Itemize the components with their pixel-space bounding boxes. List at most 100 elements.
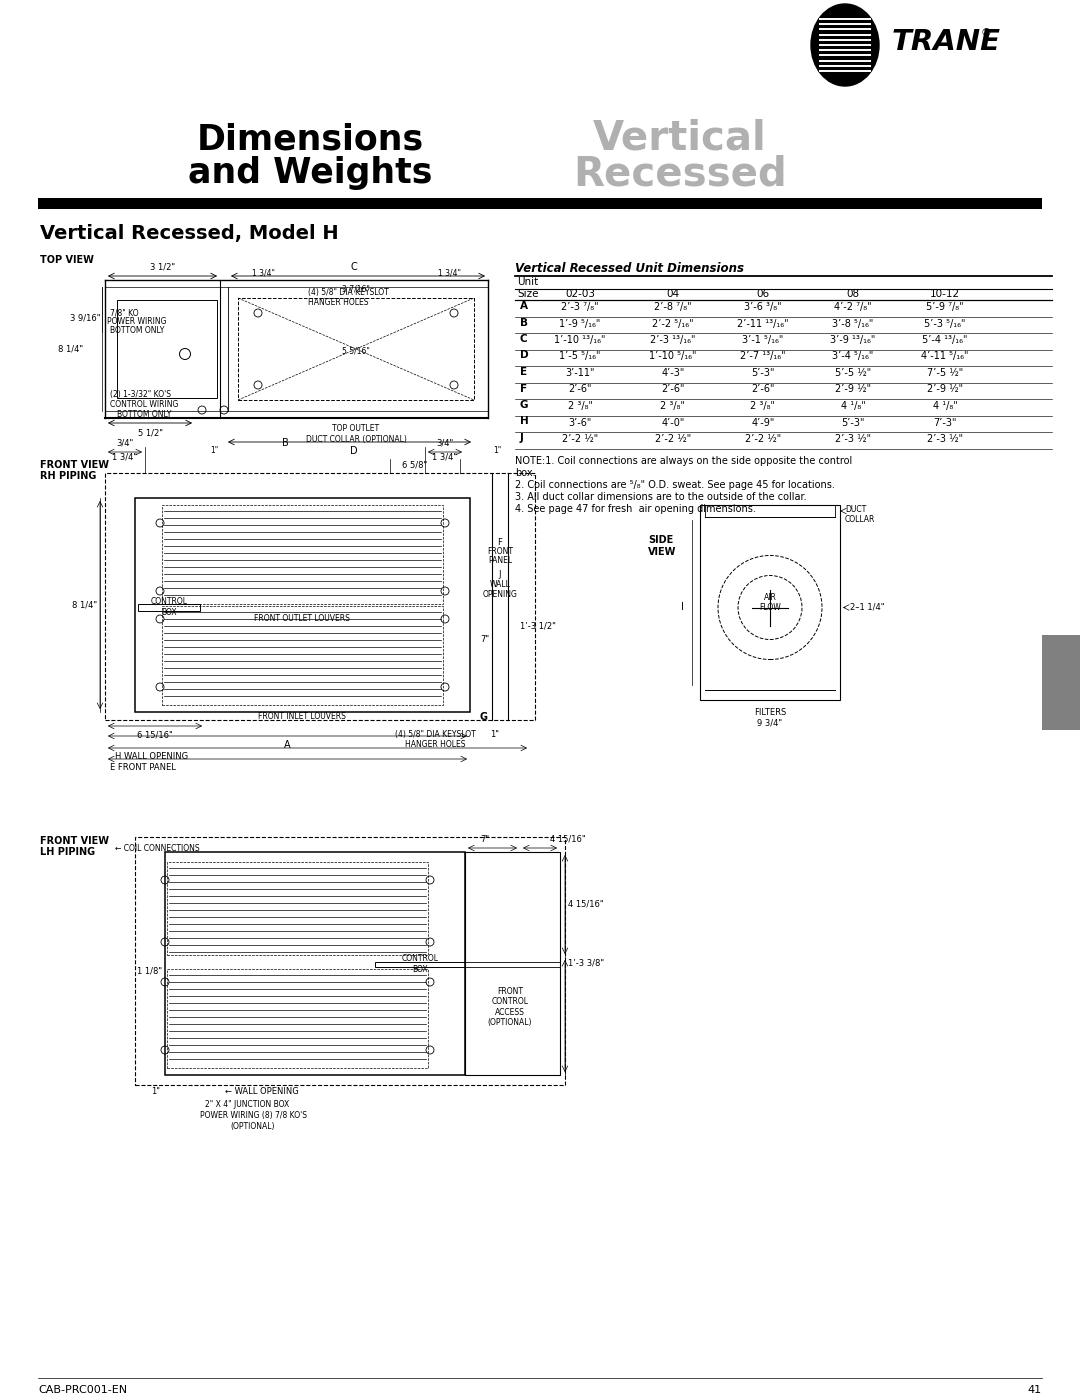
Text: 3’-6 ³/₈": 3’-6 ³/₈" — [744, 302, 782, 312]
Text: A: A — [519, 300, 528, 312]
Text: G: G — [519, 400, 528, 409]
Text: 1 3/4": 1 3/4" — [252, 270, 274, 278]
Text: 4’-3": 4’-3" — [661, 367, 685, 379]
Text: 04: 04 — [666, 289, 679, 299]
Text: SIDE: SIDE — [648, 535, 673, 545]
Text: 1’-9 ⁵/₁₆": 1’-9 ⁵/₁₆" — [559, 319, 600, 328]
Bar — [375, 963, 465, 967]
Text: 7/8" KO: 7/8" KO — [110, 307, 138, 317]
Text: 41: 41 — [1028, 1384, 1042, 1396]
Text: I: I — [680, 602, 684, 612]
Text: 3 1/2": 3 1/2" — [150, 263, 175, 272]
Text: Size: Size — [517, 289, 539, 299]
Text: 5’-3": 5’-3" — [841, 418, 865, 427]
Text: 3/4": 3/4" — [436, 439, 454, 448]
Text: 1 3/4": 1 3/4" — [432, 453, 458, 461]
Text: FLOW: FLOW — [759, 604, 781, 612]
Text: 4. See page 47 for fresh  air opening dimensions.: 4. See page 47 for fresh air opening dim… — [515, 503, 756, 514]
Text: 2’-2 ½": 2’-2 ½" — [562, 434, 598, 444]
Text: 2’-11 ¹³/₁₆": 2’-11 ¹³/₁₆" — [738, 319, 788, 328]
Text: 2. Coil connections are ⁵/₈" O.D. sweat. See page 45 for locations.: 2. Coil connections are ⁵/₈" O.D. sweat.… — [515, 479, 835, 489]
Bar — [165, 852, 465, 1076]
Text: C: C — [351, 263, 357, 272]
Text: 08: 08 — [847, 289, 860, 299]
Text: 4 ¹/₈": 4 ¹/₈" — [933, 401, 957, 411]
Text: 9 3/4": 9 3/4" — [757, 718, 783, 726]
Text: DUCT COLLAR (OPTIONAL): DUCT COLLAR (OPTIONAL) — [306, 434, 406, 444]
Text: FRONT VIEW: FRONT VIEW — [40, 460, 109, 469]
Text: BOTTOM ONLY: BOTTOM ONLY — [110, 326, 164, 335]
Text: 5’-3 ⁵/₁₆": 5’-3 ⁵/₁₆" — [924, 319, 966, 328]
Text: Vertical Recessed Unit Dimensions: Vertical Recessed Unit Dimensions — [515, 263, 744, 275]
Text: 2–1 1/4": 2–1 1/4" — [850, 604, 885, 612]
Text: 5’-9 ⁷/₈": 5’-9 ⁷/₈" — [927, 302, 963, 312]
Text: Vertical: Vertical — [593, 117, 767, 158]
Text: 3’-6": 3’-6" — [568, 418, 592, 427]
Text: D: D — [350, 446, 357, 455]
Text: FRONT: FRONT — [487, 548, 513, 556]
Text: A: A — [284, 740, 291, 750]
Bar — [167, 862, 428, 956]
Ellipse shape — [811, 4, 879, 87]
Text: 2’-7 ¹³/₁₆": 2’-7 ¹³/₁₆" — [740, 352, 786, 362]
Text: 4’-2 ⁷/₈": 4’-2 ⁷/₈" — [834, 302, 872, 312]
Text: TRANE: TRANE — [892, 28, 1001, 56]
Text: 2’-6": 2’-6" — [752, 384, 774, 394]
Text: 4’-0": 4’-0" — [661, 418, 685, 427]
Text: FRONT VIEW: FRONT VIEW — [40, 835, 109, 847]
Text: HANGER HOLES: HANGER HOLES — [308, 298, 368, 307]
Text: 2’-2 ½": 2’-2 ½" — [654, 434, 691, 444]
Text: FRONT
CONTROL
ACCESS
(OPTIONAL): FRONT CONTROL ACCESS (OPTIONAL) — [488, 988, 532, 1027]
Text: 3/4": 3/4" — [117, 439, 134, 448]
Bar — [238, 298, 474, 400]
Text: 4’-11 ⁵/₁₆": 4’-11 ⁵/₁₆" — [921, 352, 969, 362]
Text: 1 3/4": 1 3/4" — [112, 453, 137, 461]
Text: 1": 1" — [490, 731, 499, 739]
Text: (2) 1-3/32" KO'S: (2) 1-3/32" KO'S — [110, 390, 171, 400]
Text: 3 9/16": 3 9/16" — [69, 313, 100, 323]
Text: (4) 5/8" DIA KEYSLOT: (4) 5/8" DIA KEYSLOT — [394, 731, 475, 739]
Text: B: B — [282, 439, 288, 448]
Text: LH PIPING: LH PIPING — [40, 847, 95, 856]
Text: ← WALL OPENING: ← WALL OPENING — [225, 1087, 299, 1097]
Text: 3’-8 ⁵/₁₆": 3’-8 ⁵/₁₆" — [833, 319, 874, 328]
Text: 2’-6": 2’-6" — [661, 384, 685, 394]
Text: 7’-5 ½": 7’-5 ½" — [927, 367, 963, 379]
Text: 5’-5 ½": 5’-5 ½" — [835, 367, 872, 379]
Bar — [105, 474, 535, 719]
Text: 2’-8 ⁷/₈": 2’-8 ⁷/₈" — [654, 302, 692, 312]
Text: 8 1/4": 8 1/4" — [58, 345, 83, 353]
Text: PANEL: PANEL — [488, 556, 512, 564]
Text: RH PIPING: RH PIPING — [40, 471, 96, 481]
Bar — [38, 198, 1042, 210]
Text: FILTERS: FILTERS — [754, 708, 786, 717]
Text: 7": 7" — [480, 634, 489, 644]
Bar — [465, 852, 561, 1076]
Text: Dimensions: Dimensions — [197, 122, 423, 156]
Text: Unit: Unit — [517, 277, 538, 286]
Bar — [135, 837, 565, 1085]
Text: J: J — [519, 433, 524, 443]
Text: 3’-4 ⁵/₁₆": 3’-4 ⁵/₁₆" — [833, 352, 874, 362]
Text: 4’-9": 4’-9" — [752, 418, 774, 427]
Text: Recessed: Recessed — [573, 155, 787, 196]
Text: 3’-9 ¹³/₁₆": 3’-9 ¹³/₁₆" — [831, 335, 876, 345]
Text: 5’-4 ¹³/₁₆": 5’-4 ¹³/₁₆" — [922, 335, 968, 345]
Text: TOP OUTLET: TOP OUTLET — [333, 425, 379, 433]
Text: DUCT: DUCT — [845, 504, 866, 514]
Text: G: G — [480, 712, 488, 722]
Text: CONTROL
BOX: CONTROL BOX — [150, 598, 188, 616]
Bar — [700, 504, 840, 700]
Text: 06: 06 — [756, 289, 770, 299]
Text: 2 ³/₈": 2 ³/₈" — [751, 401, 775, 411]
Text: CONTROL
BOX: CONTROL BOX — [402, 954, 438, 974]
Text: 1 1/8": 1 1/8" — [137, 967, 162, 977]
Text: 5’-3": 5’-3" — [752, 367, 774, 379]
Text: 4 15/16": 4 15/16" — [550, 835, 585, 844]
Text: (OPTIONAL): (OPTIONAL) — [230, 1122, 274, 1132]
Text: ®: ® — [981, 28, 993, 38]
Text: 1 3/4": 1 3/4" — [437, 270, 460, 278]
Text: H WALL OPENING: H WALL OPENING — [114, 752, 188, 761]
Text: OPENING: OPENING — [483, 590, 517, 599]
Text: 4 15/16": 4 15/16" — [568, 900, 604, 908]
